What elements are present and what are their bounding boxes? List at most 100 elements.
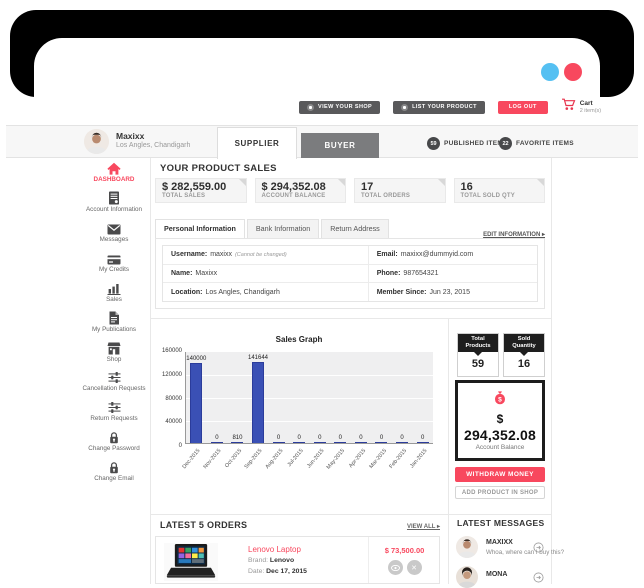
view-your-shop-label: VIEW YOUR SHOP: [318, 104, 373, 110]
sidebar-item-my-publications[interactable]: My Publications: [64, 311, 164, 334]
bar-value-label: 0: [420, 434, 425, 441]
order-row: Lenovo Laptop Brand: Lenovo Date: Dec 17…: [155, 536, 440, 584]
brand-label: Brand:: [248, 557, 269, 565]
avatar: [84, 129, 109, 154]
field-value: Jun 23, 2015: [429, 288, 470, 296]
x-tick-label: Aug-2015: [264, 448, 285, 471]
sliders-icon: [108, 370, 121, 384]
product-image[interactable]: [164, 543, 218, 581]
sidebar-item-shop[interactable]: Shop: [64, 341, 164, 364]
account-balance-card: $ $ 294,352.08 Account Balance: [455, 380, 545, 461]
sidebar-item-my-credits[interactable]: My Credits: [64, 251, 164, 274]
published-items-label: PUBLISHED ITEMS: [444, 140, 508, 147]
cart-button[interactable]: Cart 2 item(s): [561, 98, 601, 116]
sidebar-item-account-information[interactable]: Account Information: [64, 191, 164, 214]
x-tick-label: Dec-2015: [181, 448, 202, 471]
bar: [375, 441, 388, 443]
y-tick-label: 120000: [161, 371, 182, 378]
svg-text:$: $: [498, 396, 502, 403]
order-price: $ 73,500.00: [384, 546, 425, 555]
stat-total-sold-qty: 16 TOTAL SOLD QTY: [453, 178, 545, 203]
cancel-order-button[interactable]: ✕: [406, 560, 422, 575]
x-tick-label: Sep-2015: [243, 448, 264, 471]
fold-corner: [338, 179, 345, 186]
stat-label: TOTAL ORDERS: [361, 193, 411, 199]
personal-info-panel: Username: maxixx (Cannot be changed) Ema…: [155, 238, 545, 309]
sidebar-item-return-requests[interactable]: Return Requests: [64, 400, 164, 423]
favorite-items-badge[interactable]: 22 FAVORITE ITEMS: [499, 137, 574, 150]
gridline: [186, 421, 433, 422]
window-dot-pink[interactable]: [564, 63, 582, 81]
fold-corner: [537, 179, 544, 186]
bar: [252, 361, 265, 443]
mini-card-label: Sold: [517, 336, 531, 342]
favorite-items-label: FAVORITE ITEMS: [516, 140, 574, 147]
logout-button[interactable]: LOG OUT: [497, 100, 548, 114]
tab-supplier[interactable]: SUPPLIER: [217, 127, 297, 159]
list-your-product-button[interactable]: LIST YOUR PRODUCT: [393, 100, 485, 114]
brand-value: Lenovo: [269, 557, 295, 565]
chart-y-axis: 160000 120000 80000 40000 0: [146, 348, 182, 449]
edit-information-link[interactable]: EDIT INFORMATION ▸: [483, 232, 545, 238]
bar-slot: 0: [207, 435, 228, 443]
avatar: [456, 536, 478, 558]
window-dot-blue[interactable]: [541, 63, 559, 81]
message-sender[interactable]: MONA: [486, 571, 508, 578]
order-brand: Brand: Lenovo: [248, 556, 307, 567]
mini-card-label: Products: [465, 343, 491, 350]
bar-value-label: 141644: [248, 354, 269, 361]
sidebar-item-cancellation-requests[interactable]: Cancellation Requests: [64, 370, 164, 393]
open-message-button[interactable]: [533, 570, 544, 583]
bar: [190, 362, 203, 443]
add-product-button[interactable]: ADD PRODUCT IN SHOP: [455, 486, 545, 499]
sold-quantity-header: Sold Quantity: [504, 334, 544, 358]
withdraw-money-button[interactable]: WITHDRAW MONEY: [455, 467, 545, 482]
sidebar-item-sales[interactable]: Sales: [64, 281, 164, 304]
x-tick: Jan-2015: [409, 447, 433, 479]
sidebar-item-label: Shop: [106, 355, 122, 363]
balance-label: Account Balance: [475, 444, 525, 451]
view-all-link[interactable]: VIEW ALL ▸: [406, 524, 440, 530]
published-items-badge[interactable]: 59 PUBLISHED ITEMS: [427, 137, 508, 150]
list-your-product-label: LIST YOUR PRODUCT: [412, 104, 477, 110]
sidebar-item-label: DASHBOARD: [93, 176, 135, 183]
bar-slot: 140000: [186, 356, 207, 443]
bar: [210, 441, 223, 443]
bar: [272, 441, 285, 443]
bar-value-label: 0: [338, 434, 342, 441]
tab-buyer[interactable]: BUYER: [301, 133, 379, 158]
orders-section-divider: [150, 514, 551, 515]
stat-value: $ 282,559.00: [162, 181, 227, 193]
sliders-icon: [108, 400, 121, 414]
sidebar-item-dashboard[interactable]: DASHBOARD: [64, 161, 164, 184]
x-tick: Dec-2015: [181, 447, 206, 479]
tab-bank-information[interactable]: Bank Information: [246, 219, 320, 238]
tab-return-address[interactable]: Return Address: [321, 219, 389, 238]
envelope-icon: [107, 221, 121, 235]
product-name-link[interactable]: Lenovo Laptop: [248, 545, 301, 554]
browser-window: [34, 38, 600, 100]
withdraw-money-label: WITHDRAW MONEY: [466, 471, 534, 478]
balance-currency: $: [496, 412, 504, 426]
username-cell: Username: maxixx (Cannot be changed): [163, 246, 369, 264]
chart-x-axis: Dec-2015 Nov-2015 Oct-2015 Sep-2015 Aug-2015…: [181, 447, 433, 479]
stat-cards: $ 282,559.00 TOTAL SALES $ 294,352.08 AC…: [155, 178, 545, 203]
sidebar-item-change-password[interactable]: Change Password: [64, 430, 164, 453]
sidebar-item-change-email[interactable]: Change Email: [64, 460, 164, 483]
order-date: Date: Dec 17, 2015: [248, 567, 307, 578]
sidebar-item-messages[interactable]: Messages: [64, 221, 164, 244]
field-label: Location:: [171, 288, 203, 296]
bar-slot: 0: [330, 435, 351, 443]
fold-corner: [437, 179, 445, 186]
stat-total-sales: $ 282,559.00 TOTAL SALES: [155, 178, 247, 203]
field-value: maxixx@dummyid.com: [400, 251, 474, 259]
toolbar: VIEW YOUR SHOP LIST YOUR PRODUCT LOG OUT…: [299, 98, 601, 116]
open-message-button[interactable]: [533, 540, 544, 553]
avatar: [456, 566, 478, 588]
view-order-button[interactable]: [387, 560, 403, 575]
view-your-shop-button[interactable]: VIEW YOUR SHOP: [299, 100, 381, 114]
page-title: YOUR PRODUCT SALES: [160, 163, 277, 174]
message-sender[interactable]: MAXIXX: [486, 539, 513, 546]
tab-personal-information[interactable]: Personal Information: [155, 219, 245, 238]
x-tick-label: Jan-2015: [409, 448, 429, 470]
